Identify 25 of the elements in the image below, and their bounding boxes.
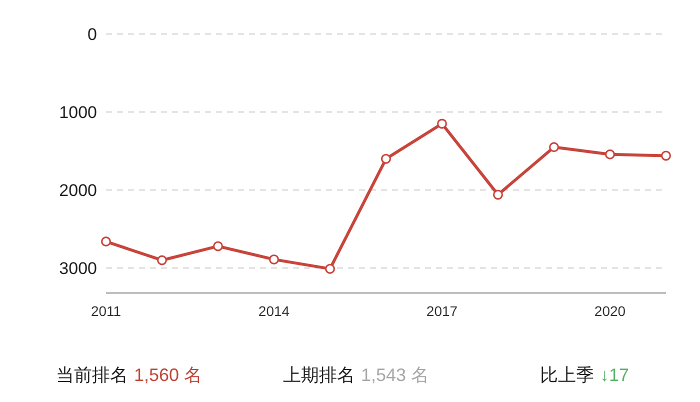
point	[325, 264, 335, 274]
point	[269, 254, 279, 264]
text: 1,560 名	[134, 365, 202, 385]
point	[437, 118, 447, 129]
text: 1,543 名	[361, 365, 430, 385]
text: 比上季	[540, 365, 594, 385]
y-tick-label: 3000	[59, 259, 97, 278]
x-tick-label: 2014	[258, 303, 290, 319]
point	[605, 149, 615, 160]
x-tick-label: 2020	[594, 303, 626, 319]
x-tick-label: 2011	[90, 303, 122, 319]
point	[157, 255, 167, 266]
point	[661, 150, 671, 161]
y-tick-label: 2000	[59, 181, 97, 200]
point	[493, 190, 503, 200]
text: ↓17	[600, 365, 630, 385]
point	[549, 142, 559, 152]
y-tick-label: 1000	[59, 103, 97, 122]
text: 上期排名	[283, 365, 355, 385]
y-tick-label: 0	[88, 25, 97, 44]
point	[381, 154, 391, 164]
point	[101, 236, 111, 247]
point	[213, 241, 223, 252]
text: 当前排名	[56, 365, 128, 385]
x-tick-label: 2017	[426, 303, 458, 319]
